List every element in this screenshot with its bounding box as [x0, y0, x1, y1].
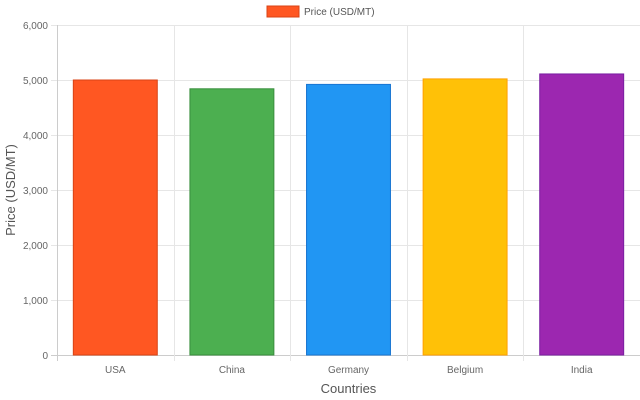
bar-germany[interactable]: [306, 83, 391, 356]
bar-india[interactable]: [539, 73, 625, 356]
x-tick-label: Germany: [328, 365, 369, 376]
bar-belgium[interactable]: [422, 78, 508, 356]
y-tick-label: 2,000: [23, 241, 48, 252]
y-tick-label: 1,000: [23, 296, 48, 307]
legend-swatch[interactable]: [266, 5, 300, 18]
y-tick-label: 3,000: [23, 186, 48, 197]
legend[interactable]: Price (USD/MT): [266, 5, 375, 18]
y-tick-label: 5,000: [23, 76, 48, 87]
y-tick-label: 0: [42, 351, 48, 362]
x-tick-label: Belgium: [447, 365, 483, 376]
axes: 0 1,000 2,000 3,000 4,000 5,000 6,000 USA China G…: [23, 21, 593, 376]
x-axis-title: Countries: [321, 381, 377, 396]
y-axis-title: Price (USD/MT): [3, 144, 18, 236]
y-tick-label: 4,000: [23, 131, 48, 142]
x-tick-label: USA: [105, 365, 126, 376]
legend-label[interactable]: Price (USD/MT): [304, 7, 375, 18]
x-tick-label: China: [219, 365, 246, 376]
x-tick-label: India: [571, 365, 593, 376]
bars: [72, 73, 625, 356]
bar-usa[interactable]: [72, 79, 158, 356]
bar-china[interactable]: [189, 88, 275, 356]
y-tick-label: 6,000: [23, 21, 48, 32]
